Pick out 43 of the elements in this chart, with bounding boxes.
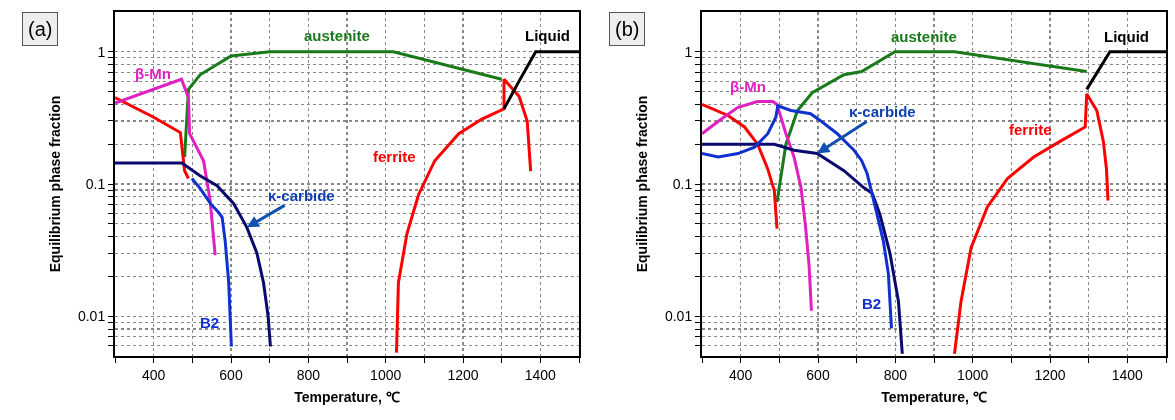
x-tick-label: 800 (296, 366, 321, 383)
x-tick-label: 1000 (370, 366, 402, 383)
x-tick-label: 1000 (957, 366, 989, 383)
series-label: κ-carbide (268, 187, 335, 204)
x-axis-title: Temperature, ℃ (881, 388, 987, 405)
x-tick-label: 800 (883, 366, 908, 383)
line-series (952, 92, 1110, 356)
y-tick-label: 0.1 (672, 175, 693, 192)
x-tick-label: 400 (141, 366, 166, 383)
line-series (702, 142, 904, 356)
line-series (702, 100, 813, 313)
line-series (115, 96, 190, 181)
series-label: ferrite (373, 148, 416, 165)
series-label: Liquid (525, 27, 570, 44)
chart-title: (b) (615, 18, 640, 40)
series-label: ferrite (1009, 121, 1052, 138)
y-axis-title: Equilibrium phase fraction (634, 95, 651, 273)
x-tick-label: 1400 (1111, 366, 1144, 383)
series-label: β-Mn (730, 78, 766, 95)
series-label: β-Mn (135, 65, 171, 82)
line-series (775, 50, 1089, 204)
series-label: austenite (304, 27, 370, 44)
y-tick-label: 1 (97, 43, 106, 60)
series-label: Liquid (1104, 28, 1149, 45)
y-tick-label: 0.01 (77, 308, 106, 325)
y-tick-label: 0.1 (85, 175, 106, 192)
series-label: B2 (862, 295, 882, 312)
line-series (702, 102, 779, 231)
series-label: austenite (891, 28, 957, 45)
series-label: B2 (200, 314, 220, 331)
x-tick-label: 1200 (447, 366, 479, 383)
y-tick-label: 1 (684, 43, 693, 60)
x-tick-label: 400 (728, 366, 753, 383)
x-tick-label: 600 (806, 366, 830, 383)
line-series (190, 177, 233, 348)
text: κ-carbide (849, 103, 916, 120)
y-axis-title: Equilibrium phase fraction (47, 95, 64, 273)
chart-title: (a) (28, 18, 53, 40)
x-tick-label: 1400 (524, 366, 557, 383)
x-axis-title: Temperature, ℃ (294, 388, 400, 405)
x-tick-label: 1200 (1034, 366, 1066, 383)
x-tick-label: 600 (219, 366, 243, 383)
y-tick-label: 0.01 (664, 308, 693, 325)
